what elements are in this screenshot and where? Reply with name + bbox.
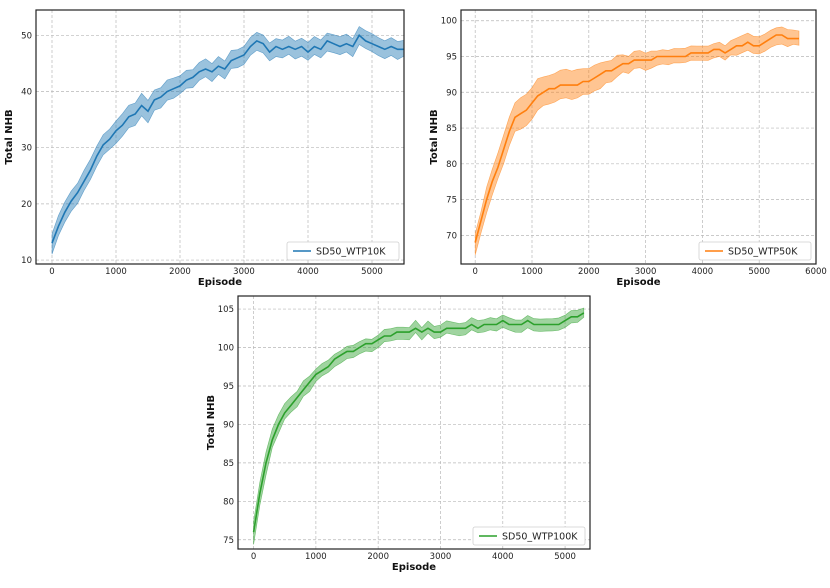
chart-wtp100k: SD50_WTP100K 0 1000 2000 3000 4000 5000 75 80 85 9… — [206, 295, 591, 573]
series-band-SD50_WTP50K — [474, 26, 800, 256]
y-tick-label: 90 — [446, 88, 457, 98]
y-tick-label: 95 — [446, 53, 457, 63]
x-tick-label: 5000 — [361, 267, 383, 277]
legend-label: SD50_WTP10K — [316, 247, 386, 258]
y-tick-label: 75 — [446, 196, 457, 206]
plot-frame — [237, 295, 591, 550]
x-tick-label: 2000 — [169, 267, 191, 277]
series-line-SD50_WTP10K — [51, 34, 404, 244]
y-tick-label: 40 — [21, 87, 32, 97]
x-tick-label: 2000 — [578, 267, 600, 277]
legend-box — [286, 241, 400, 261]
x-axis-title: Episode — [198, 277, 242, 288]
y-tick-label: 80 — [223, 497, 234, 507]
y-tick-label: 70 — [446, 231, 457, 241]
y-tick-label: 85 — [223, 459, 234, 469]
y-tick-label: 95 — [223, 382, 234, 392]
y-tick-label: 100 — [441, 17, 457, 27]
legend-label: SD50_WTP50K — [728, 247, 798, 258]
series-band-SD50_WTP10K — [51, 26, 405, 255]
series-band-SD50_WTP100K — [253, 307, 585, 545]
y-tick-label: 105 — [218, 305, 234, 315]
x-tick-label: 3000 — [430, 552, 452, 562]
y-tick-label: 85 — [446, 124, 457, 134]
x-tick-label: 1000 — [521, 267, 543, 277]
y-tick-label: 90 — [223, 420, 234, 430]
x-tick-label: 3000 — [635, 267, 657, 277]
y-axis-title: Total NHB — [206, 395, 217, 450]
series-line-SD50_WTP50K — [474, 34, 799, 243]
x-axis-title: Episode — [616, 277, 660, 288]
legend-box — [698, 241, 812, 261]
y-tick-label: 30 — [21, 144, 32, 154]
x-tick-label: 4000 — [492, 552, 514, 562]
x-tick-label: 0 — [251, 552, 256, 562]
legend-box — [472, 526, 586, 546]
series-line-SD50_WTP100K — [252, 312, 585, 533]
x-tick-label: 1000 — [105, 267, 127, 277]
x-tick-label: 5000 — [748, 267, 770, 277]
y-axis-title: Total NHB — [429, 109, 440, 164]
chart-wtp10k: SD50_WTP10K 0 1000 2000 3000 4000 5000 10 20 30 40… — [4, 9, 405, 288]
x-tick-label: 4000 — [297, 267, 319, 277]
x-tick-label: 5000 — [554, 552, 576, 562]
y-tick-label: 75 — [223, 536, 234, 546]
chart-wtp50k: SD50_WTP50K 0 1000 2000 3000 4000 5000 6000 70 75… — [429, 9, 827, 288]
x-axis-title: Episode — [392, 562, 436, 573]
y-tick-label: 10 — [21, 256, 32, 266]
x-tick-label: 6000 — [805, 267, 827, 277]
x-tick-label: 1000 — [305, 552, 327, 562]
y-tick-label: 100 — [218, 344, 234, 354]
y-tick-label: 50 — [21, 31, 32, 41]
legend-label: SD50_WTP100K — [502, 532, 578, 543]
x-tick-label: 4000 — [692, 267, 714, 277]
x-tick-label: 0 — [49, 267, 54, 277]
plot-frame — [35, 9, 405, 265]
plot-frame — [460, 9, 817, 265]
y-tick-label: 80 — [446, 160, 457, 170]
y-axis-title: Total NHB — [4, 109, 15, 164]
x-tick-label: 2000 — [367, 552, 389, 562]
y-tick-label: 20 — [21, 200, 32, 210]
x-tick-label: 0 — [472, 267, 477, 277]
x-tick-label: 3000 — [233, 267, 255, 277]
